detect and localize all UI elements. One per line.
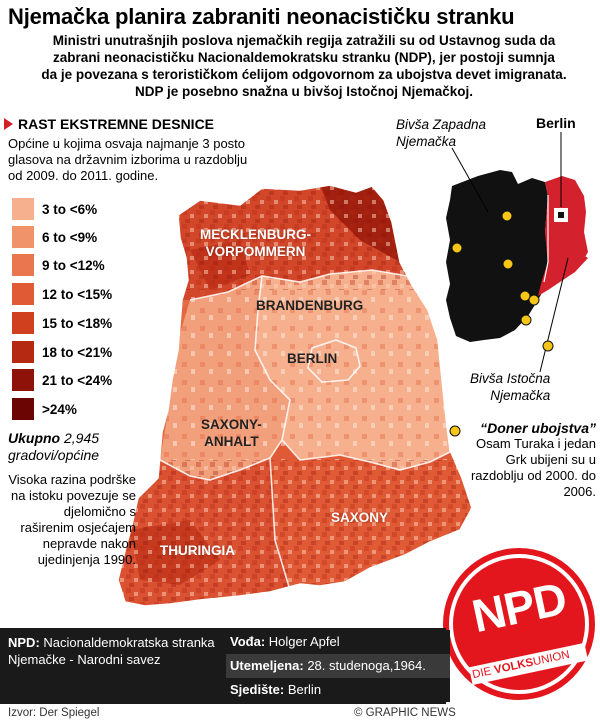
triangle-icon xyxy=(4,118,13,130)
legend-item: 18 to <21% xyxy=(12,340,112,364)
legend-swatch xyxy=(12,283,34,305)
legend-swatch xyxy=(12,398,34,420)
region-label-line: SAXONY- xyxy=(201,417,262,432)
founded-value: 28. studenoga,1964. xyxy=(307,658,426,673)
hq-label: Sjedište: xyxy=(230,682,285,697)
legend-swatch xyxy=(12,312,34,334)
npd-description: NPD: Nacionaldemokratska stranka Njemačk… xyxy=(8,634,220,668)
legend-item: 15 to <18% xyxy=(12,311,112,335)
murders-text: Osam Turaka i jedan Grk ubijeni su u raz… xyxy=(470,436,596,499)
region-label-line: VORPOMMERN xyxy=(205,244,306,259)
region-label-brandenburg: BRANDENBURG xyxy=(256,298,364,313)
legend-item: 6 to <9% xyxy=(12,225,97,249)
hq-row: Sjedište: Berlin xyxy=(226,678,450,702)
legend-item: 21 to <24% xyxy=(12,368,112,392)
legend-item: >24% xyxy=(12,397,77,421)
copyright-credit: © GRAPHIC NEWS xyxy=(354,707,456,719)
east-germany-outline xyxy=(117,184,473,607)
inset-label-line: Njemačka xyxy=(396,134,457,149)
npd-name: Nacionaldemokratska stranka Njemačke - N… xyxy=(8,635,215,667)
region-label-saxony: SAXONY xyxy=(331,510,389,525)
inset-label-line: Njemačka xyxy=(490,388,551,403)
region-label-saxony-anhalt: SAXONY- ANHALT xyxy=(201,416,262,450)
source-credit: Izvor: Der Spiegel xyxy=(8,707,100,719)
intro-line: da je povezana s terorističkom ćelijom o… xyxy=(41,67,567,82)
inset-label-line: Bivša Zapadna xyxy=(396,117,487,132)
legend-heading-text: RAST EKSTREMNE DESNICE xyxy=(18,116,215,132)
legend-label: 21 to <24% xyxy=(42,372,113,388)
leader-row: Vođa: Holger Apfel xyxy=(226,630,450,654)
inset-label-east-germany: Bivša Istočna Njemačka xyxy=(470,370,550,404)
npd-label: NPD: xyxy=(8,635,40,650)
legend-swatch xyxy=(12,254,34,276)
founded-label: Utemeljena: xyxy=(230,658,304,673)
total-count: Ukupno 2,945 gradovi/općine xyxy=(8,430,99,464)
region-label-line: MECKLENBURG- xyxy=(200,227,311,242)
germany-inset-map xyxy=(446,132,588,437)
inset-label-berlin: Berlin xyxy=(536,115,576,131)
murders-title: “Doner ubojstva” xyxy=(480,420,596,436)
legend-swatch xyxy=(12,198,34,220)
legend-swatch xyxy=(12,369,34,391)
legend-heading: RAST EKSTREMNE DESNICE xyxy=(4,116,214,132)
page-title: Njemačka planira zabraniti neonacističku… xyxy=(8,4,515,29)
east-support-note: Visoka razina podrške na istoku povezuje… xyxy=(8,472,136,567)
intro-line: NDP je posebno snažna u bivšoj Istočnoj … xyxy=(134,84,474,99)
legend-swatch xyxy=(12,341,34,363)
intro-line: Ministri unutrašnjih poslova njemačkih r… xyxy=(52,33,556,48)
logo-sub-part: DIE xyxy=(471,664,496,682)
intro-line: zabrani neonacističku Nacionaldemokratsk… xyxy=(53,50,555,65)
leader-label: Vođa: xyxy=(230,634,266,649)
legend-item: 3 to <6% xyxy=(12,197,97,221)
npd-logo xyxy=(443,548,595,700)
inset-label-line: Bivša Istočna xyxy=(470,371,551,386)
founded-row: Utemeljena: 28. studenoga,1964. xyxy=(226,654,450,678)
legend-label: 18 to <21% xyxy=(42,344,113,360)
total-unit: gradovi/općine xyxy=(8,447,100,463)
legend-item: 9 to <12% xyxy=(12,253,105,277)
murders-callout: “Doner ubojstva” Osam Turaka i jedan Grk… xyxy=(470,420,596,500)
legend-swatch xyxy=(12,226,34,248)
region-label-berlin: BERLIN xyxy=(287,351,338,366)
legend-label: 6 to <9% xyxy=(42,229,98,245)
leader-value: Holger Apfel xyxy=(268,634,340,649)
state-borders xyxy=(159,269,455,591)
region-label-mecklenburg-vorpommern: MECKLENBURG- VORPOMMERN xyxy=(200,226,311,260)
legend-label: >24% xyxy=(42,401,77,417)
intro-text: Ministri unutrašnjih poslova njemačkih r… xyxy=(14,32,594,100)
total-label: Ukupno xyxy=(8,430,61,446)
region-label-line: ANHALT xyxy=(204,434,259,449)
legend-item: 12 to <15% xyxy=(12,282,112,306)
legend-description: Općine u kojima osvaja najmanje 3 posto … xyxy=(8,136,248,183)
legend-label: 9 to <12% xyxy=(42,257,105,273)
legend-label: 3 to <6% xyxy=(42,201,98,217)
hq-value: Berlin xyxy=(287,682,322,697)
inset-label-west-germany: Bivša Zapadna Njemačka xyxy=(396,116,486,150)
total-value: 2,945 xyxy=(64,430,100,446)
legend-label: 12 to <15% xyxy=(42,286,113,302)
legend-label: 15 to <18% xyxy=(42,315,113,331)
region-label-thuringia: THURINGIA xyxy=(160,543,235,558)
